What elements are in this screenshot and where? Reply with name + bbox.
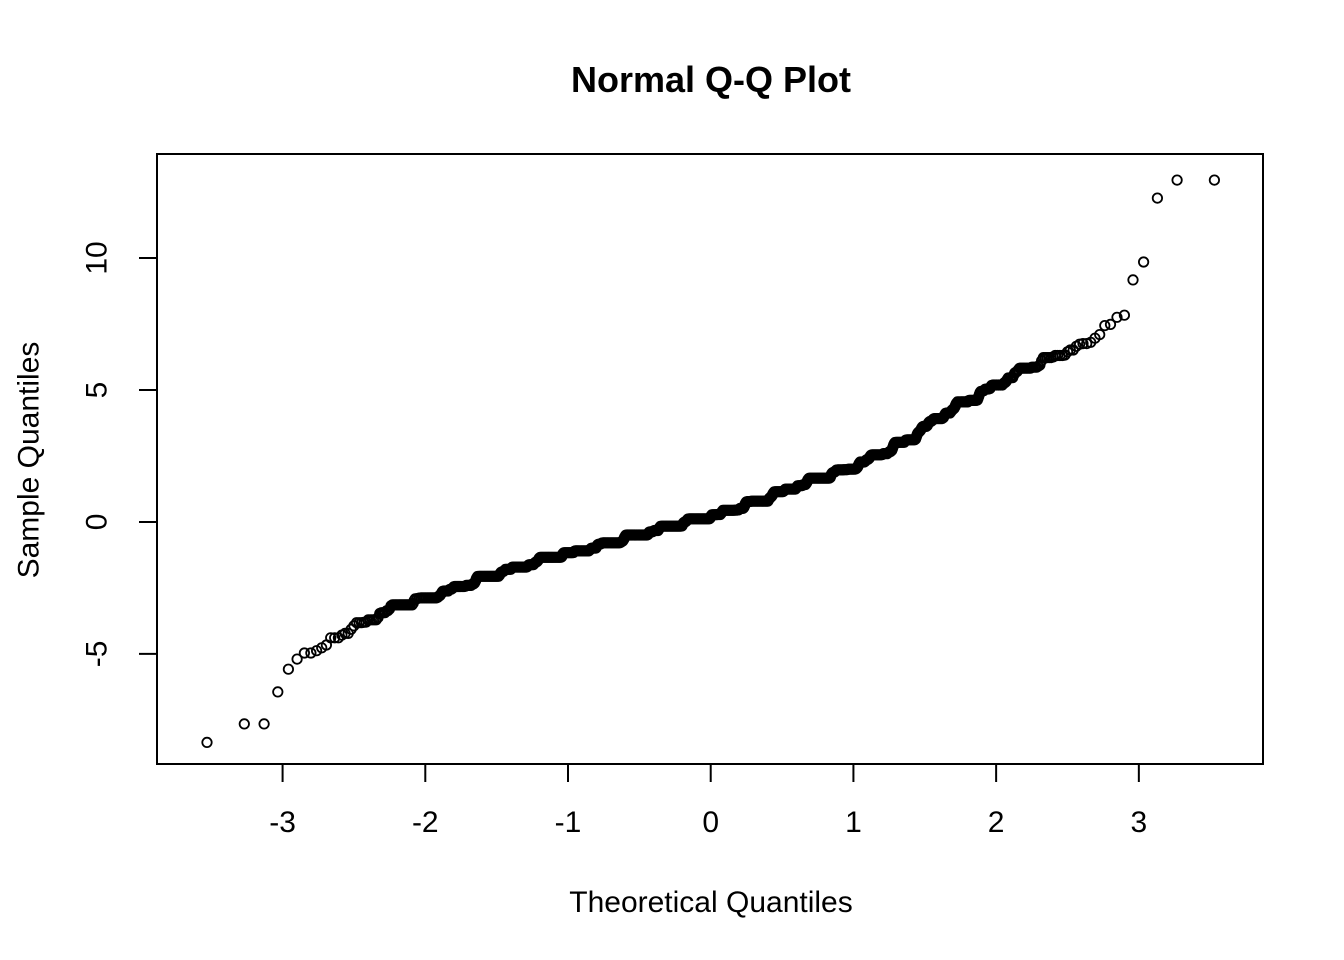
y-axis: -5 0 5 10 — [81, 241, 157, 668]
data-point — [325, 632, 337, 644]
data-point — [1138, 256, 1150, 268]
data-point — [1127, 274, 1139, 286]
data-point — [1099, 319, 1111, 332]
data-point — [329, 632, 341, 644]
chart-title: Normal Q-Q Plot — [571, 59, 851, 100]
plot-border — [156, 153, 1264, 765]
data-point — [1094, 328, 1106, 341]
y-tick-label: 10 — [81, 241, 114, 274]
data-point — [298, 647, 310, 659]
x-tick-label: -1 — [555, 806, 582, 839]
data-point — [238, 718, 250, 730]
data-points — [201, 174, 1221, 749]
x-axis-title: Theoretical Quantiles — [569, 886, 852, 919]
data-point — [1077, 337, 1089, 350]
data-point — [282, 663, 294, 675]
y-tick-label: 0 — [81, 514, 114, 531]
data-point — [305, 647, 317, 659]
x-tick-label: 3 — [1130, 806, 1147, 839]
y-tick-label: 5 — [81, 382, 114, 399]
x-axis: -3 -2 -1 0 1 2 3 — [269, 764, 1147, 839]
x-tick-label: 2 — [988, 806, 1005, 839]
data-point — [1104, 318, 1117, 330]
data-point — [1208, 174, 1221, 186]
data-point — [291, 653, 303, 665]
data-point — [1111, 311, 1123, 323]
x-tick-label: -2 — [412, 806, 439, 839]
data-point — [1118, 309, 1131, 321]
data-point — [258, 718, 270, 730]
y-axis-title: Sample Quantiles — [13, 342, 46, 579]
data-point — [272, 686, 284, 698]
data-point — [1171, 174, 1183, 186]
data-point — [1151, 192, 1164, 204]
x-tick-label: 0 — [702, 806, 719, 839]
x-tick-label: -3 — [269, 806, 296, 839]
y-tick-label: -5 — [81, 641, 114, 668]
data-point — [201, 736, 213, 749]
x-tick-label: 1 — [845, 806, 862, 839]
